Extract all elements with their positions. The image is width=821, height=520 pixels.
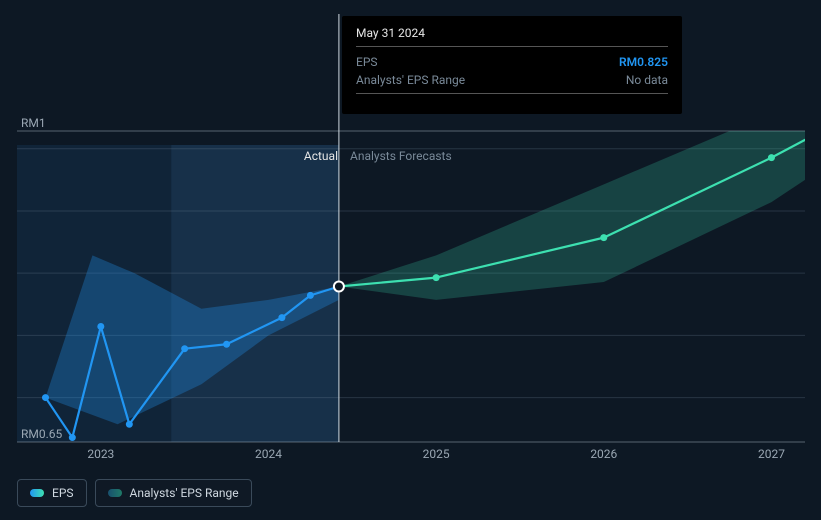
tooltip-row-value: No data <box>626 73 668 87</box>
tooltip-row-label: EPS <box>356 55 378 69</box>
region-label-actual: Actual <box>304 149 338 163</box>
legend-label: EPS <box>52 486 74 500</box>
legend-item[interactable]: Analysts' EPS Range <box>95 479 252 507</box>
tooltip-row-value: RM0.825 <box>619 55 668 69</box>
tooltip-row-label: Analysts' EPS Range <box>356 73 465 87</box>
legend-label: Analysts' EPS Range <box>130 486 239 500</box>
chart-legend: EPS Analysts' EPS Range <box>17 479 252 507</box>
x-tick-label: 2025 <box>423 447 450 461</box>
x-tick-label: 2023 <box>87 447 114 461</box>
tooltip-date: May 31 2024 <box>356 26 668 40</box>
legend-swatch <box>30 489 44 497</box>
x-tick-label: 2027 <box>758 447 785 461</box>
x-tick-label: 2024 <box>255 447 282 461</box>
chart-tooltip: May 31 2024 EPS RM0.825 Analysts' EPS Rang… <box>342 16 682 114</box>
legend-item[interactable]: EPS <box>17 479 87 507</box>
legend-swatch <box>108 489 122 497</box>
tooltip-row: EPS RM0.825 <box>356 53 668 71</box>
eps-forecast-chart: RM0.65 RM1 2023 2024 2025 2026 2027 Actual Ana… <box>0 0 821 520</box>
region-label-forecast: Analysts Forecasts <box>350 149 452 163</box>
x-tick-label: 2026 <box>590 447 617 461</box>
y-tick-label: RM0.65 <box>21 427 63 441</box>
y-tick-label: RM1 <box>21 116 46 130</box>
tooltip-row: Analysts' EPS Range No data <box>356 71 668 89</box>
